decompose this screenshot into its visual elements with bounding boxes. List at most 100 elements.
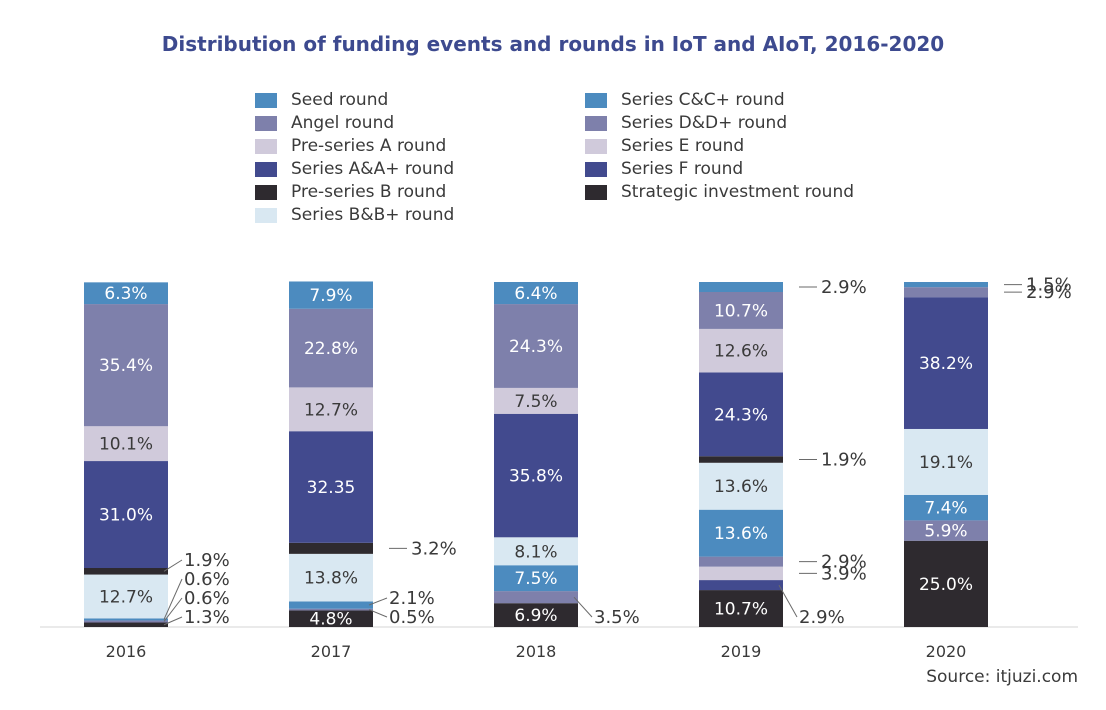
bar-segment <box>84 574 168 619</box>
bar-segment <box>84 622 168 627</box>
bar-segment <box>904 428 988 495</box>
bar-segment <box>699 462 783 510</box>
callout-line <box>163 578 183 620</box>
data-label: 6.9% <box>514 606 557 626</box>
legend-swatch <box>585 115 607 131</box>
x-tick-label: 2018 <box>516 642 557 661</box>
bar-segment <box>494 537 578 566</box>
data-label: 1.9% <box>821 450 867 471</box>
data-label: 1.5% <box>1026 275 1072 296</box>
bar-segment <box>699 282 783 293</box>
legend-label: Series F round <box>621 159 744 179</box>
bar-segment <box>84 568 168 575</box>
data-label: 7.5% <box>514 392 557 412</box>
legend-item: Seed round <box>255 89 388 111</box>
bar-segment <box>904 540 988 627</box>
legend-item: Series E round <box>585 135 744 157</box>
callout-line <box>368 609 388 618</box>
legend-swatch <box>255 207 277 223</box>
data-label: 2.9% <box>1026 282 1072 303</box>
data-label: 7.9% <box>309 286 352 306</box>
callout-line <box>163 616 183 626</box>
data-label: 24.3% <box>509 337 563 357</box>
data-label: 35.8% <box>509 467 563 487</box>
data-label: 2.9% <box>821 552 867 573</box>
data-label: 31.0% <box>99 506 153 526</box>
legend-item: Angel round <box>255 112 394 134</box>
bar-segment <box>904 287 988 298</box>
x-tick-label: 2017 <box>311 642 352 661</box>
bar-segment <box>699 566 783 581</box>
data-label: 3.9% <box>821 563 867 584</box>
data-label: 2.1% <box>389 588 435 609</box>
legend-swatch <box>585 92 607 108</box>
bar-segment <box>699 590 783 627</box>
x-tick-label: 2016 <box>106 642 147 661</box>
legend-label: Pre-series A round <box>291 136 447 156</box>
bar-segment <box>699 456 783 463</box>
bar-segment <box>494 565 578 592</box>
bar-segment <box>494 603 578 627</box>
data-label: 13.8% <box>304 569 358 589</box>
bar-segment <box>904 282 988 288</box>
callout-line <box>163 597 183 622</box>
bar-segment <box>289 553 373 602</box>
bar-segment <box>289 601 373 609</box>
data-label: 25.0% <box>919 575 973 595</box>
bar-segment <box>494 591 578 604</box>
data-label: 12.7% <box>304 400 358 420</box>
legend-swatch <box>255 138 277 154</box>
bar-segment <box>699 292 783 329</box>
data-label: 2.9% <box>821 277 867 298</box>
bar-segment <box>494 387 578 414</box>
bar-segment <box>494 304 578 388</box>
bar-segment <box>699 556 783 567</box>
bar-segment <box>289 610 373 627</box>
callout-line <box>573 596 593 618</box>
legend-item: Series D&D+ round <box>585 112 787 134</box>
bar-segment <box>84 426 168 462</box>
data-label: 1.9% <box>184 550 230 571</box>
chart-title: Distribution of funding events and round… <box>161 32 945 56</box>
source-note: Source: itjuzi.com <box>926 667 1078 687</box>
x-tick-label: 2020 <box>926 642 967 661</box>
legend-item: Pre-series A round <box>255 135 446 157</box>
legend-swatch <box>255 92 277 108</box>
legend-label: Series C&C+ round <box>621 90 785 110</box>
legend-label: Strategic investment round <box>621 182 855 202</box>
bar-segment <box>289 387 373 432</box>
bar-segment <box>289 308 373 388</box>
bar-segment <box>494 282 578 305</box>
data-label: 7.5% <box>514 569 557 589</box>
legend-label: Angel round <box>291 113 395 133</box>
bar-segment <box>699 328 783 373</box>
bar-segment <box>699 372 783 457</box>
bar-segment <box>904 494 988 521</box>
data-label: 5.9% <box>924 522 967 542</box>
data-label: 12.7% <box>99 587 153 607</box>
data-label: 13.6% <box>714 524 768 544</box>
data-label: 6.3% <box>104 284 147 304</box>
data-label: 10.7% <box>714 600 768 620</box>
legend-label: Series B&B+ round <box>291 205 455 225</box>
legend-item: Strategic investment round <box>585 181 854 203</box>
data-label: 1.3% <box>184 607 230 628</box>
data-label: 7.4% <box>924 499 967 519</box>
data-label: 0.6% <box>184 569 230 590</box>
bar-segment <box>289 431 373 543</box>
data-label: 32.35 <box>307 478 356 498</box>
legend-swatch <box>255 184 277 200</box>
bar-segment <box>84 618 168 621</box>
bar-segment <box>84 620 168 623</box>
data-label: 0.6% <box>184 588 230 609</box>
legend-item: Pre-series B round <box>255 181 446 203</box>
legend-label: Pre-series B round <box>291 182 447 202</box>
callout-line <box>368 597 388 606</box>
legend-item: Series A&A+ round <box>255 158 454 180</box>
legend-item: Series F round <box>585 158 743 180</box>
data-label: 2.9% <box>799 607 845 628</box>
callout-line <box>163 559 183 572</box>
callout-line <box>778 584 798 618</box>
legend-swatch <box>585 184 607 200</box>
